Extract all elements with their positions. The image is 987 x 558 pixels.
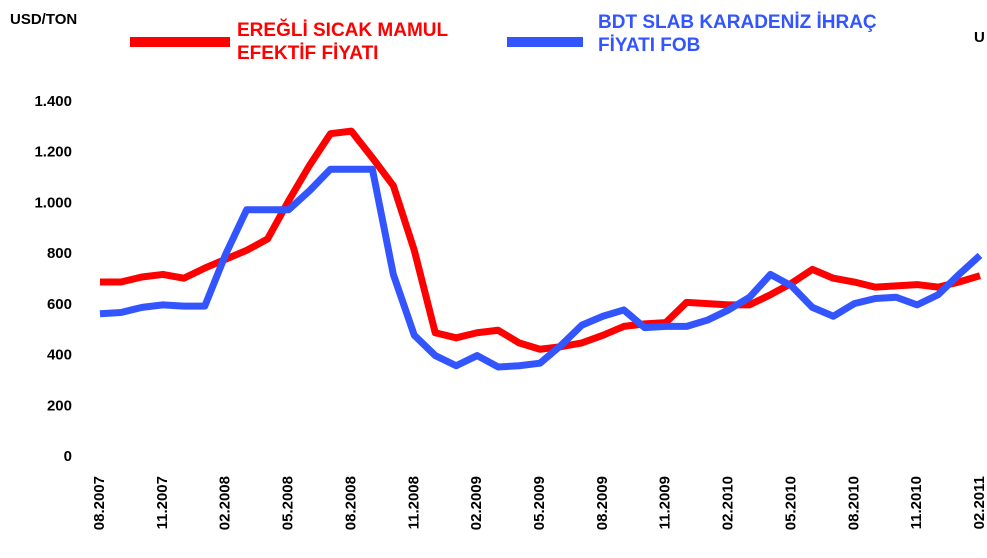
- x-tick-label: 02.2010: [720, 476, 737, 530]
- series-line: [99, 165, 983, 371]
- y-tick-label: 800: [47, 245, 72, 262]
- x-tick-label: 11.2007: [154, 476, 171, 529]
- x-tick-label: 08.2008: [342, 476, 359, 530]
- y-tick-label: 1.200: [34, 144, 72, 161]
- y-tick-label: 600: [47, 296, 72, 313]
- x-tick-label: 08.2010: [845, 476, 862, 530]
- series-line: [100, 127, 982, 353]
- x-tick-label: 08.2007: [91, 476, 108, 530]
- y-tick-label: 0: [64, 448, 72, 465]
- x-tick-label: 02.2009: [468, 476, 485, 530]
- y-tick-label: 1.400: [34, 93, 72, 110]
- x-tick-label: 05.2009: [531, 476, 548, 530]
- x-tick-label: 05.2010: [782, 476, 799, 530]
- y-tick-label: 400: [47, 347, 72, 364]
- y-axis-label: USD/TON: [10, 11, 77, 28]
- x-tick-label: 11.2009: [657, 476, 674, 529]
- x-tick-label: 08.2009: [594, 476, 611, 530]
- legend-label: BDT SLAB KARADENİZ İHRAÇ FİYATI FOB: [598, 12, 877, 56]
- legend-label: EREĞLİ SICAK MAMUL EFEKTİF FİYATI: [237, 20, 448, 64]
- x-tick-label: 02.2011: [971, 476, 987, 529]
- y-tick-label: 200: [47, 397, 72, 414]
- x-tick-label: 02.2008: [217, 476, 234, 530]
- x-tick-label: 05.2008: [280, 476, 297, 530]
- x-tick-label: 11.2008: [405, 476, 422, 529]
- y2-axis-label: U: [974, 29, 985, 46]
- y-tick-label: 1.000: [34, 194, 72, 211]
- x-tick-label: 11.2010: [908, 476, 925, 529]
